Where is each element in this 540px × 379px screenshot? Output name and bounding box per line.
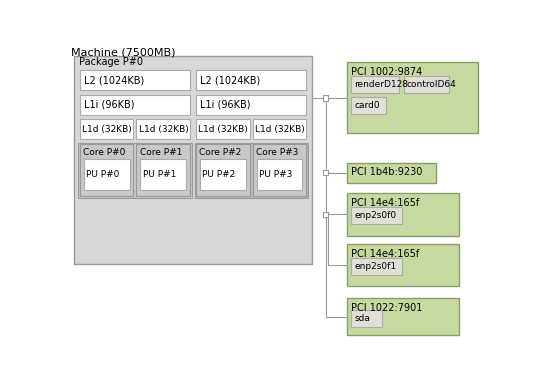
Text: Core P#1: Core P#1	[139, 148, 182, 157]
Bar	[137, 144, 190, 196]
Text: L2 (1024KB): L2 (1024KB)	[84, 75, 144, 85]
Bar	[253, 144, 306, 196]
Text: controlD64: controlD64	[407, 80, 457, 89]
Text: PCI 1002:9874: PCI 1002:9874	[351, 67, 422, 77]
Bar	[194, 143, 308, 198]
Text: renderD128: renderD128	[354, 80, 408, 89]
Text: L1d (32KB): L1d (32KB)	[82, 125, 132, 134]
Bar	[347, 163, 436, 183]
Bar	[347, 63, 478, 133]
Bar	[196, 119, 249, 139]
Text: L1i (96KB): L1i (96KB)	[200, 100, 251, 110]
Text: L1d (32KB): L1d (32KB)	[139, 125, 188, 134]
Text: PCI 1022:7901: PCI 1022:7901	[351, 303, 422, 313]
Text: sda: sda	[354, 314, 370, 323]
Text: L2 (1024KB): L2 (1024KB)	[200, 75, 260, 85]
Bar	[80, 144, 133, 196]
Bar	[73, 56, 313, 264]
Bar	[323, 212, 328, 217]
Bar	[84, 160, 130, 190]
Bar	[256, 160, 302, 190]
Bar	[404, 76, 449, 93]
Text: Machine (7500MB): Machine (7500MB)	[71, 47, 176, 57]
Bar	[351, 258, 402, 275]
Bar	[137, 119, 190, 139]
Text: L1i (96KB): L1i (96KB)	[84, 100, 134, 110]
Bar	[351, 76, 399, 93]
Text: Package P#0: Package P#0	[79, 58, 143, 67]
Bar	[196, 95, 306, 115]
Text: Core P#3: Core P#3	[256, 148, 298, 157]
Text: PU P#1: PU P#1	[143, 170, 176, 179]
Text: PCI 14e4:165f: PCI 14e4:165f	[351, 198, 420, 208]
Text: Core P#0: Core P#0	[83, 148, 125, 157]
Text: Core P#2: Core P#2	[199, 148, 241, 157]
Bar	[323, 170, 328, 175]
Text: PU P#0: PU P#0	[86, 170, 119, 179]
Text: card0: card0	[354, 101, 380, 110]
Bar	[347, 193, 459, 236]
Bar	[253, 119, 306, 139]
Text: PCI 1b4b:9230: PCI 1b4b:9230	[351, 167, 422, 177]
Bar	[80, 70, 190, 90]
Text: L1d (32KB): L1d (32KB)	[255, 125, 305, 134]
Bar	[140, 160, 186, 190]
Bar	[80, 119, 133, 139]
Bar	[351, 310, 382, 327]
Text: PU P#3: PU P#3	[259, 170, 292, 179]
Bar	[351, 207, 402, 224]
Bar	[80, 95, 190, 115]
Text: PCI 14e4:165f: PCI 14e4:165f	[351, 249, 420, 259]
Text: L1d (32KB): L1d (32KB)	[199, 125, 248, 134]
Bar	[347, 244, 459, 287]
Bar	[347, 298, 459, 335]
Bar	[200, 160, 246, 190]
Bar	[351, 97, 386, 114]
Bar	[323, 95, 328, 100]
Text: enp2s0f1: enp2s0f1	[354, 262, 396, 271]
Text: enp2s0f0: enp2s0f0	[354, 211, 396, 220]
Bar	[196, 70, 306, 90]
Bar	[196, 144, 249, 196]
Bar	[78, 143, 192, 198]
Text: PU P#2: PU P#2	[202, 170, 235, 179]
